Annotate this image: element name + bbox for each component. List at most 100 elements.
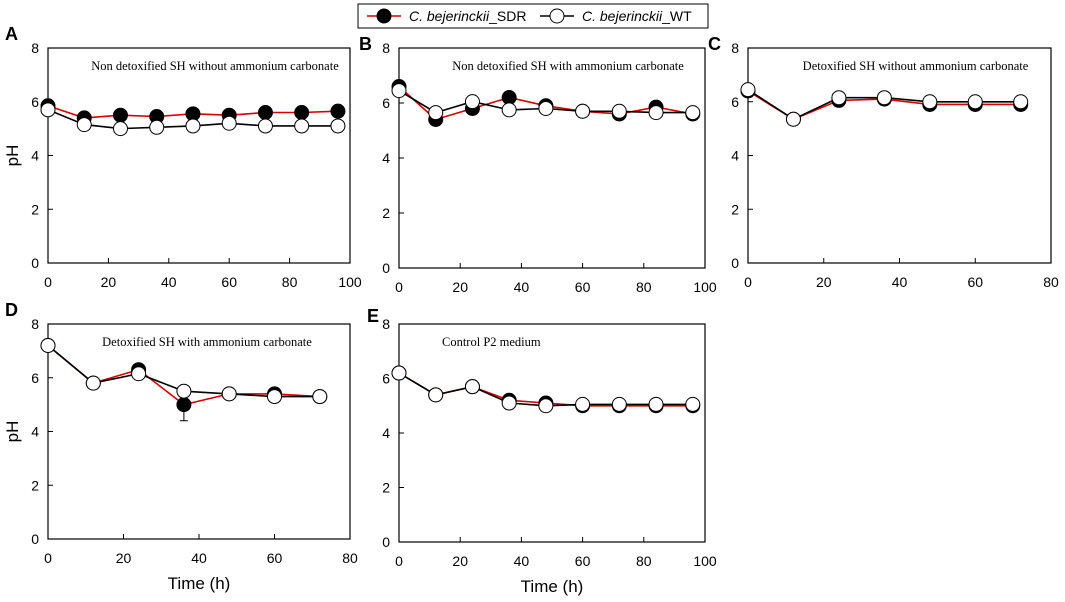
data-point-wt: [538, 398, 554, 414]
data-point-wt: [40, 338, 56, 353]
x-tick-label: 20: [101, 274, 117, 290]
data-point-wt: [464, 94, 480, 110]
chart-panel-d: Detoxified SH with ammonium carbonate 0 2 4…: [3, 316, 358, 593]
data-point-wt: [221, 386, 237, 402]
legend: C. bejerinckii_SDR C. bejerinckii_WT: [357, 3, 709, 29]
data-point-wt: [648, 396, 664, 412]
y-tick-label: 6: [731, 94, 739, 110]
y-tick-label: 0: [731, 255, 739, 271]
data-point-wt: [967, 94, 983, 110]
data-point-wt: [176, 383, 192, 399]
x-tick-label: 40: [161, 274, 177, 290]
data-point-wt: [575, 103, 591, 119]
x-tick-label: 60: [967, 274, 983, 290]
x-tick-label: 0: [395, 553, 403, 569]
data-point-wt: [330, 118, 346, 134]
y-tick-label: 6: [31, 370, 39, 386]
data-point-wt: [391, 365, 407, 381]
panel-label-c: C: [708, 34, 721, 54]
data-point-wt: [428, 105, 444, 121]
y-tick-label: 0: [382, 534, 390, 550]
data-point-wt: [685, 105, 701, 121]
x-axis-label: Time (h): [168, 574, 231, 593]
y-tick-label: 8: [382, 316, 390, 332]
data-point-sdr: [294, 105, 310, 120]
data-point-wt: [391, 83, 407, 99]
x-tick-label: 80: [636, 553, 652, 569]
y-tick-label: 4: [382, 150, 390, 166]
x-tick-label: 0: [44, 274, 52, 290]
data-point-wt: [501, 102, 517, 118]
data-point-wt: [294, 118, 310, 134]
chart-panel-a: Non detoxified SH without ammonium carbo…: [3, 40, 362, 290]
panel-title: Detoxified SH without ammonium carbonate: [803, 59, 1029, 73]
data-point-sdr: [257, 105, 273, 120]
data-point-wt: [922, 94, 938, 110]
data-point-sdr: [330, 103, 346, 119]
y-tick-label: 4: [382, 425, 390, 441]
plot-frame: [47, 323, 351, 540]
x-tick-label: 60: [575, 279, 591, 295]
y-tick-label: 8: [31, 40, 39, 56]
x-axis-label: Time (h): [521, 577, 584, 596]
data-point-wt: [112, 121, 128, 137]
y-tick-label: 2: [31, 201, 39, 217]
data-point-wt: [185, 118, 201, 134]
panel-title: Detoxified SH with ammonium carbonate: [102, 335, 312, 349]
panel-label-d: D: [5, 300, 18, 320]
data-point-wt: [1013, 94, 1029, 110]
panel-title: Control P2 medium: [442, 335, 541, 349]
x-tick-label: 100: [693, 279, 717, 295]
plot-frame: [747, 47, 1052, 264]
y-tick-label: 0: [382, 260, 390, 276]
data-point-wt: [876, 90, 892, 106]
panel-label-e: E: [367, 306, 379, 326]
y-tick-label: 4: [31, 148, 39, 164]
data-point-wt: [648, 105, 664, 121]
x-tick-label: 0: [395, 279, 403, 295]
y-tick-label: 2: [731, 201, 739, 217]
y-tick-label: 6: [382, 371, 390, 387]
y-tick-label: 0: [31, 531, 39, 547]
panel-label-a: A: [5, 24, 18, 44]
y-tick-label: 6: [31, 94, 39, 110]
y-tick-label: 4: [31, 424, 39, 440]
x-tick-label: 80: [342, 550, 358, 566]
x-tick-label: 60: [221, 274, 237, 290]
x-tick-label: 20: [452, 279, 468, 295]
data-point-wt: [428, 387, 444, 403]
y-tick-label: 8: [31, 316, 39, 332]
x-tick-label: 100: [338, 274, 362, 290]
data-point-sdr: [112, 107, 128, 123]
data-point-wt: [312, 389, 328, 405]
x-tick-label: 20: [816, 274, 832, 290]
data-point-wt: [501, 395, 517, 411]
data-point-wt: [221, 115, 237, 131]
data-point-wt: [785, 111, 801, 127]
y-axis-label: pH: [3, 421, 22, 443]
data-point-wt: [40, 102, 56, 118]
y-tick-label: 8: [382, 40, 390, 56]
x-tick-label: 100: [693, 553, 717, 569]
data-point-wt: [685, 396, 701, 412]
data-point-sdr: [176, 397, 192, 413]
data-point-wt: [149, 119, 165, 135]
data-point-wt: [831, 90, 847, 106]
data-point-wt: [76, 117, 92, 133]
data-point-wt: [464, 379, 480, 395]
plot-frame: [398, 47, 706, 269]
x-tick-label: 0: [744, 274, 752, 290]
panel-title: Non detoxified SH without ammonium carbo…: [91, 59, 339, 73]
legend-wt-marker: [549, 8, 565, 24]
data-point-wt: [611, 103, 627, 119]
panel-label-b: B: [359, 34, 372, 54]
y-tick-label: 2: [382, 205, 390, 221]
plot-frame: [47, 47, 351, 264]
panel-title: Non detoxified SH with ammonium carbonat…: [452, 59, 684, 73]
y-tick-label: 6: [382, 95, 390, 111]
x-tick-label: 20: [116, 550, 132, 566]
chart-panel-b: Non detoxified SH with ammonium carbonat…: [382, 40, 717, 295]
data-point-wt: [740, 82, 756, 98]
